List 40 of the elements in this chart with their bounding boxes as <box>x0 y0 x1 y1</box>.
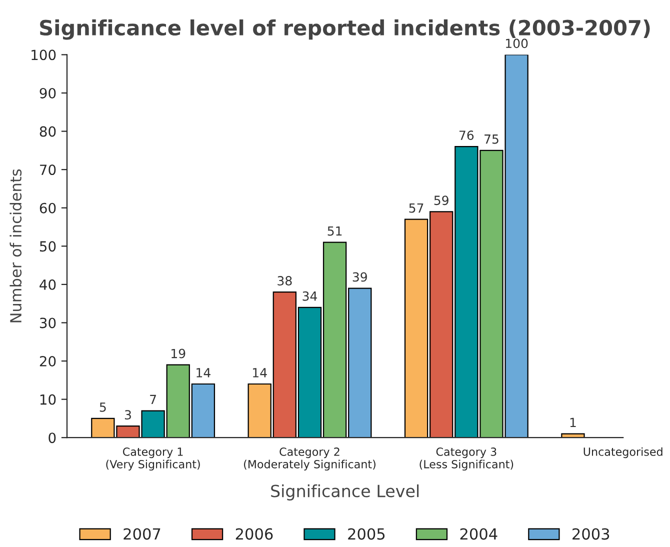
data-label: 1 <box>570 418 576 428</box>
y-tick-label: 50 <box>40 241 56 252</box>
y-tick-label: 10 <box>40 394 56 405</box>
data-label: 76 <box>459 130 474 140</box>
bar <box>561 433 585 438</box>
legend-label: 2006 <box>236 528 273 540</box>
data-label: 5 <box>100 402 106 412</box>
x-tick-label: Uncategorised <box>584 447 662 458</box>
x-tick-label: Category 1 (Very Significant) <box>106 448 200 471</box>
data-label: 14 <box>196 368 210 378</box>
y-tick-label: 30 <box>40 318 56 328</box>
y-tick-label: 20 <box>40 356 56 366</box>
legend-label: 2007 <box>124 528 160 540</box>
data-label: 75 <box>484 134 498 144</box>
y-tick-label: 70 <box>40 164 56 176</box>
y-tick-label: 0 <box>48 432 56 444</box>
chart-title: Significance level of reported incidents (2003-2007) <box>40 19 650 40</box>
data-label: 3 <box>124 410 131 420</box>
legend-label: 2004 <box>460 528 498 540</box>
legend-label: 2005 <box>348 528 385 540</box>
data-label: 34 <box>302 291 317 301</box>
data-label: 57 <box>409 203 424 213</box>
data-label: 7 <box>150 394 156 404</box>
y-tick-label: 40 <box>40 279 56 290</box>
data-label: 14 <box>253 368 267 378</box>
data-label: 59 <box>434 196 448 206</box>
x-tick-label: Category 2 (Moderately Significant) <box>244 448 376 471</box>
x-tick-label: Category 3 (Less Significant) <box>420 448 514 471</box>
y-tick-label: 80 <box>40 126 56 137</box>
data-label: 38 <box>278 276 292 286</box>
data-label: 100 <box>506 38 528 48</box>
y-axis-title: Number of incidents <box>10 169 22 322</box>
data-label: 19 <box>172 348 186 358</box>
y-tick-label: 90 <box>40 88 56 98</box>
y-tick-label: 60 <box>40 202 56 214</box>
y-tick-label: 100 <box>32 50 56 60</box>
data-label: 51 <box>328 226 342 236</box>
legend-label: 2003 <box>572 528 610 540</box>
data-label: 39 <box>352 272 367 282</box>
x-axis-title: Significance Level <box>271 484 419 501</box>
